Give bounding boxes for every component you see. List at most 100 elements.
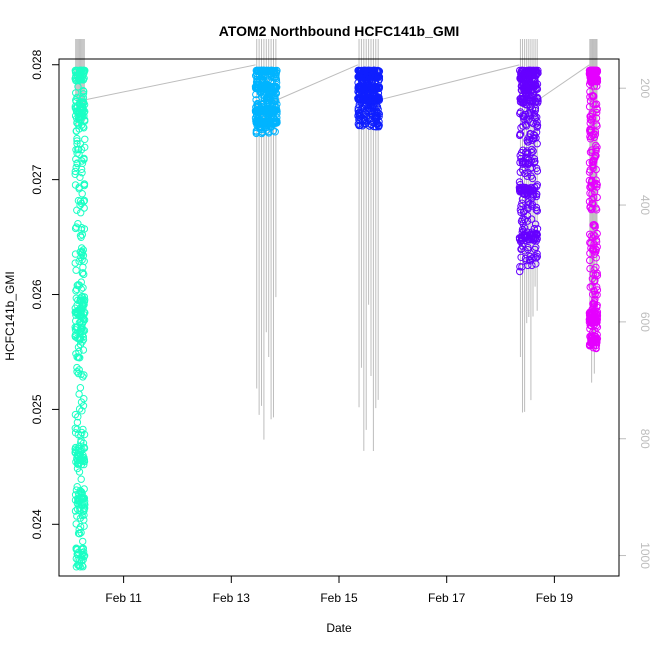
data-point xyxy=(74,196,83,205)
data-point xyxy=(586,249,594,258)
y2-tick-label: 800 xyxy=(638,429,650,449)
data-point xyxy=(592,344,600,353)
data-point xyxy=(533,118,541,126)
data-point xyxy=(519,219,527,228)
data-point xyxy=(265,83,273,91)
data-point xyxy=(80,155,88,164)
data-point xyxy=(79,87,88,95)
data-point xyxy=(74,343,83,351)
data-point xyxy=(590,300,599,308)
data-point xyxy=(76,76,85,84)
data-point xyxy=(77,145,86,154)
data-point xyxy=(73,425,81,433)
data-point xyxy=(361,66,369,75)
data-point xyxy=(76,384,85,392)
data-point xyxy=(80,371,88,379)
y2-tick-label: 1000 xyxy=(638,542,650,569)
data-point xyxy=(257,125,266,134)
data-point xyxy=(592,254,600,262)
data-point xyxy=(270,106,278,114)
data-point xyxy=(253,106,261,115)
data-point xyxy=(527,87,536,95)
data-point xyxy=(77,327,85,335)
data-point xyxy=(71,410,80,419)
data-point xyxy=(517,253,525,261)
data-point xyxy=(523,147,531,155)
data-point xyxy=(78,511,86,520)
data-point xyxy=(591,221,599,230)
data-point xyxy=(261,104,269,113)
data-point xyxy=(517,124,525,132)
data-point xyxy=(528,261,536,270)
data-point xyxy=(78,331,87,339)
data-point xyxy=(588,204,596,213)
data-point xyxy=(516,237,525,246)
data-point xyxy=(586,93,594,101)
data-point xyxy=(522,236,530,245)
data-point xyxy=(593,229,601,238)
data-point xyxy=(74,310,82,319)
data-point xyxy=(78,338,86,346)
data-point xyxy=(272,118,280,126)
data-point xyxy=(73,134,81,143)
data-point xyxy=(593,243,601,251)
data-point xyxy=(533,253,541,261)
data-point xyxy=(73,451,81,460)
data-point xyxy=(80,430,89,439)
y-tick-label: 0.025 xyxy=(30,394,44,424)
data-point xyxy=(593,108,601,117)
data-point xyxy=(590,287,598,295)
data-point xyxy=(71,170,79,179)
data-point xyxy=(77,226,86,234)
data-point xyxy=(72,107,81,115)
data-point xyxy=(520,74,528,82)
data-point xyxy=(74,220,82,228)
data-point xyxy=(531,112,539,120)
data-point xyxy=(76,504,84,513)
data-point xyxy=(586,74,594,82)
x-axis-label: Date xyxy=(326,621,352,635)
axes: Feb 11 Feb 13 Feb 15 Feb 17 Feb 19 0.024 0.025… xyxy=(30,49,650,605)
data-point xyxy=(592,206,601,214)
data-point xyxy=(73,159,81,168)
data-point xyxy=(78,250,86,258)
data-point xyxy=(71,507,80,515)
data-point xyxy=(257,85,265,93)
data-point xyxy=(533,207,541,215)
data-point xyxy=(592,141,600,150)
data-point xyxy=(81,296,89,304)
data-point xyxy=(590,92,598,101)
data-point xyxy=(516,130,525,139)
data-point xyxy=(81,117,89,125)
data-point xyxy=(587,309,595,317)
data-point xyxy=(528,194,536,202)
data-point xyxy=(526,130,534,138)
data-point xyxy=(520,227,528,235)
data-point xyxy=(590,193,598,202)
data-point xyxy=(592,100,601,108)
data-point xyxy=(524,187,532,195)
data-point xyxy=(252,96,260,104)
data-point xyxy=(73,139,81,148)
y2-tick-label: 600 xyxy=(638,312,650,332)
data-point xyxy=(79,425,87,434)
data-point xyxy=(262,83,270,91)
y2-tick-label: 200 xyxy=(638,78,650,98)
data-point xyxy=(526,69,535,77)
data-point xyxy=(79,563,87,571)
data-point xyxy=(272,89,280,97)
data-point xyxy=(73,363,81,372)
data-point xyxy=(80,522,88,530)
data-point xyxy=(272,68,281,77)
data-points xyxy=(71,66,602,571)
x-tick-label: Feb 13 xyxy=(213,591,251,605)
data-point xyxy=(516,267,524,276)
data-point xyxy=(266,123,275,131)
data-point xyxy=(74,353,83,362)
data-point xyxy=(77,285,86,293)
data-point xyxy=(73,206,81,214)
data-point xyxy=(77,253,85,262)
pressure-connector xyxy=(379,64,520,101)
data-point xyxy=(521,247,529,255)
data-point xyxy=(254,67,262,76)
